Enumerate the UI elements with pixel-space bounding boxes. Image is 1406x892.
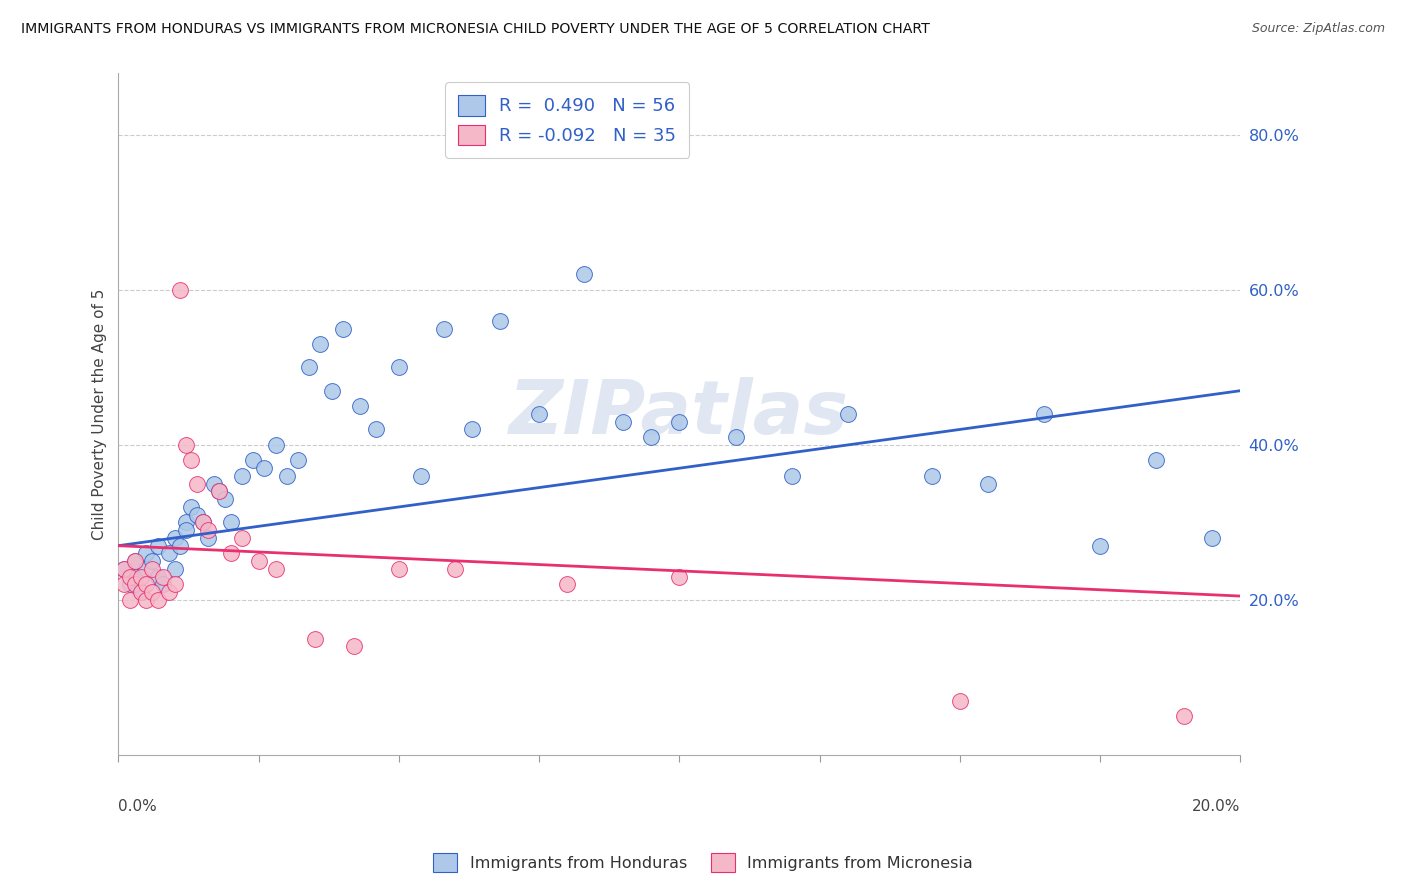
- Point: [287, 453, 309, 467]
- Point: [191, 516, 214, 530]
- Point: [264, 562, 287, 576]
- Point: [555, 577, 578, 591]
- Point: [124, 570, 146, 584]
- Legend: Immigrants from Honduras, Immigrants from Micronesia: Immigrants from Honduras, Immigrants fro…: [425, 845, 981, 880]
- Point: [668, 570, 690, 584]
- Point: [242, 453, 264, 467]
- Point: [129, 585, 152, 599]
- Point: [343, 640, 366, 654]
- Point: [135, 593, 157, 607]
- Point: [411, 469, 433, 483]
- Point: [489, 314, 512, 328]
- Point: [276, 469, 298, 483]
- Point: [186, 476, 208, 491]
- Point: [668, 415, 690, 429]
- Point: [231, 469, 253, 483]
- Point: [163, 531, 186, 545]
- Point: [309, 337, 332, 351]
- Point: [174, 516, 197, 530]
- Point: [135, 577, 157, 591]
- Point: [118, 570, 141, 584]
- Point: [640, 430, 662, 444]
- Point: [146, 593, 169, 607]
- Point: [146, 539, 169, 553]
- Point: [298, 360, 321, 375]
- Text: IMMIGRANTS FROM HONDURAS VS IMMIGRANTS FROM MICRONESIA CHILD POVERTY UNDER THE A: IMMIGRANTS FROM HONDURAS VS IMMIGRANTS F…: [21, 22, 929, 37]
- Text: 0.0%: 0.0%: [118, 799, 157, 814]
- Point: [174, 523, 197, 537]
- Point: [124, 554, 146, 568]
- Point: [129, 585, 152, 599]
- Y-axis label: Child Poverty Under the Age of 5: Child Poverty Under the Age of 5: [93, 288, 107, 540]
- Point: [118, 593, 141, 607]
- Point: [949, 694, 972, 708]
- Point: [977, 476, 1000, 491]
- Text: ZIPatlas: ZIPatlas: [509, 377, 849, 450]
- Point: [388, 360, 411, 375]
- Point: [264, 438, 287, 452]
- Point: [169, 539, 191, 553]
- Point: [118, 577, 141, 591]
- Point: [180, 453, 202, 467]
- Point: [112, 577, 135, 591]
- Point: [1173, 709, 1195, 723]
- Point: [112, 562, 135, 576]
- Point: [1033, 407, 1056, 421]
- Point: [612, 415, 634, 429]
- Point: [349, 399, 371, 413]
- Point: [219, 546, 242, 560]
- Point: [152, 570, 174, 584]
- Point: [332, 322, 354, 336]
- Point: [253, 461, 276, 475]
- Point: [527, 407, 550, 421]
- Text: Source: ZipAtlas.com: Source: ZipAtlas.com: [1251, 22, 1385, 36]
- Point: [837, 407, 859, 421]
- Point: [321, 384, 343, 398]
- Point: [1201, 531, 1223, 545]
- Point: [921, 469, 943, 483]
- Text: 20.0%: 20.0%: [1192, 799, 1240, 814]
- Point: [461, 422, 484, 436]
- Point: [197, 531, 219, 545]
- Point: [112, 562, 135, 576]
- Point: [388, 562, 411, 576]
- Point: [141, 585, 163, 599]
- Point: [135, 562, 157, 576]
- Point: [444, 562, 467, 576]
- Point: [780, 469, 803, 483]
- Point: [152, 577, 174, 591]
- Point: [180, 500, 202, 514]
- Point: [433, 322, 456, 336]
- Point: [202, 476, 225, 491]
- Point: [174, 438, 197, 452]
- Point: [163, 562, 186, 576]
- Point: [124, 554, 146, 568]
- Point: [129, 570, 152, 584]
- Point: [208, 484, 231, 499]
- Point: [1144, 453, 1167, 467]
- Point: [197, 523, 219, 537]
- Point: [157, 546, 180, 560]
- Point: [191, 516, 214, 530]
- Point: [163, 577, 186, 591]
- Point: [304, 632, 326, 646]
- Point: [572, 268, 595, 282]
- Point: [247, 554, 270, 568]
- Point: [141, 562, 163, 576]
- Point: [135, 546, 157, 560]
- Point: [214, 492, 236, 507]
- Point: [157, 585, 180, 599]
- Point: [186, 508, 208, 522]
- Point: [724, 430, 747, 444]
- Point: [366, 422, 388, 436]
- Point: [1088, 539, 1111, 553]
- Point: [219, 516, 242, 530]
- Point: [169, 283, 191, 297]
- Point: [231, 531, 253, 545]
- Point: [141, 554, 163, 568]
- Point: [146, 570, 169, 584]
- Point: [208, 484, 231, 499]
- Point: [124, 577, 146, 591]
- Legend: R =  0.490   N = 56, R = -0.092   N = 35: R = 0.490 N = 56, R = -0.092 N = 35: [446, 82, 689, 158]
